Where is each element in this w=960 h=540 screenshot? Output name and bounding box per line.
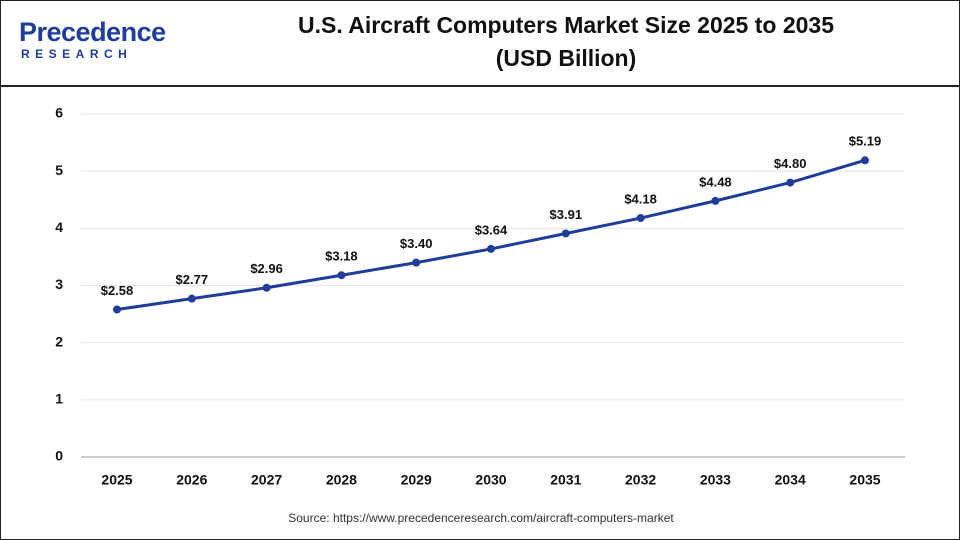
logo-tagline: RESEARCH (21, 47, 133, 61)
data-point (487, 244, 495, 253)
data-label: $4.18 (624, 191, 657, 206)
data-point (861, 156, 869, 165)
x-tick-label: 2033 (700, 472, 731, 488)
y-tick-label: 0 (55, 448, 63, 464)
x-tick-label: 2025 (101, 472, 132, 488)
data-label: $2.77 (176, 272, 209, 287)
header-rule (1, 85, 959, 87)
y-tick-label: 4 (55, 219, 63, 235)
data-label: $3.18 (325, 249, 358, 264)
data-point (636, 214, 645, 223)
x-tick-label: 2035 (849, 472, 880, 488)
data-point (187, 294, 196, 303)
data-point (262, 283, 271, 292)
data-point (337, 271, 346, 280)
x-tick-label: 2026 (176, 472, 207, 488)
y-tick-label: 1 (55, 391, 63, 407)
data-label: $4.80 (774, 156, 807, 171)
x-tick-label: 2032 (625, 472, 656, 488)
data-label: $5.19 (849, 134, 882, 149)
chart-title: U.S. Aircraft Computers Market Size 2025… (297, 12, 835, 71)
data-label: $2.58 (101, 283, 134, 298)
y-tick-label: 2 (55, 333, 63, 349)
data-point (786, 178, 795, 187)
data-point (711, 196, 720, 205)
y-tick-label: 5 (55, 162, 63, 178)
x-tick-label: 2029 (401, 472, 432, 488)
data-label: $4.48 (699, 174, 732, 189)
x-tick-label: 2027 (251, 472, 282, 488)
data-label: $3.64 (475, 222, 508, 237)
source: Source: https://www.precedenceresearch.c… (288, 511, 674, 525)
x-tick-label: 2031 (550, 472, 581, 488)
y-tick-label: 3 (55, 276, 63, 292)
data-label: $3.40 (400, 236, 433, 251)
x-tick-label: 2034 (775, 472, 806, 488)
logo-name: Precedence (19, 17, 166, 47)
data-label: $3.91 (550, 207, 583, 222)
data-label: $2.96 (250, 261, 283, 276)
data-point (412, 258, 421, 267)
y-tick-label: 6 (55, 105, 63, 121)
data-point (561, 229, 570, 238)
x-tick-label: 2030 (475, 472, 506, 488)
data-point (113, 305, 121, 314)
x-tick-label: 2028 (326, 472, 357, 488)
